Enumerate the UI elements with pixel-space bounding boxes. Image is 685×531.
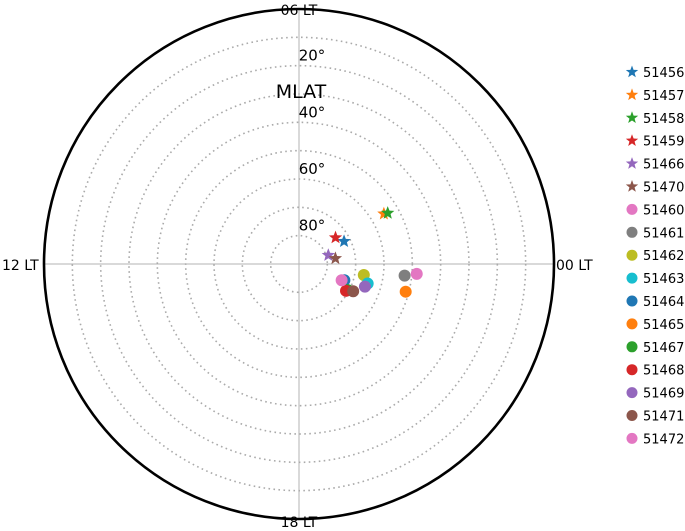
legend-label-51461: 51461 (643, 226, 684, 241)
data-points (321, 206, 423, 298)
legend-marker-51460 (626, 203, 638, 215)
legend-marker-51469 (626, 387, 638, 399)
legend-marker-51465 (626, 318, 638, 330)
legend-label-51465: 51465 (643, 318, 684, 333)
angular-label-18lt: 18 LT (281, 515, 318, 531)
angular-label-06lt: 06 LT (281, 3, 318, 19)
legend-label-51467: 51467 (643, 341, 684, 356)
angular-label-00lt: 00 LT (556, 258, 593, 274)
legend-marker-51467 (626, 341, 638, 353)
grid-circle (241, 206, 357, 322)
radial-tick-label: 40° (299, 103, 326, 121)
data-point-51459 (328, 230, 343, 244)
legend-label-51462: 51462 (643, 249, 684, 264)
data-point-51466 (321, 248, 335, 261)
angular-label-12lt: 12 LT (2, 258, 39, 274)
polar-grid (42, 7, 556, 521)
legend-marker-51458 (625, 111, 639, 124)
radial-tick-labels: 20° 40° 60° 80° (299, 47, 326, 235)
grid-circle (213, 178, 385, 350)
legend-label-51469: 51469 (643, 387, 684, 402)
legend-label-51468: 51468 (643, 364, 684, 379)
data-point-51465 (399, 285, 412, 298)
legend-label-51458: 51458 (643, 112, 684, 127)
legend-label-51459: 51459 (643, 135, 684, 150)
data-point-51460 (410, 267, 423, 280)
data-point-51469 (358, 280, 371, 293)
radial-axis-label: MLAT (276, 81, 327, 103)
legend: 51456 51457 51458 51459 51466 51470 51460 51461… (625, 65, 684, 447)
data-point-51471 (347, 285, 360, 298)
legend-marker-51468 (626, 364, 638, 376)
grid-circle (184, 149, 414, 379)
legend-label-51463: 51463 (643, 272, 684, 287)
legend-label-51471: 51471 (643, 410, 684, 425)
legend-marker-51470 (625, 180, 639, 192)
grid-circle (269, 234, 329, 294)
grid-circle (128, 93, 470, 435)
grid-circle (156, 121, 442, 407)
data-point-51461 (398, 269, 411, 282)
legend-marker-51456 (625, 65, 639, 78)
legend-label-51456: 51456 (643, 66, 684, 81)
radial-tick-label: 20° (299, 47, 326, 65)
legend-marker-51457 (625, 88, 639, 101)
data-point-51472 (335, 274, 348, 287)
data-point-51456 (337, 234, 351, 247)
radial-tick-label: 60° (299, 160, 326, 178)
grid-circle (71, 36, 527, 492)
legend-marker-51471 (626, 410, 638, 421)
legend-marker-51472 (626, 432, 638, 444)
legend-marker-51466 (625, 157, 639, 169)
outer-boundary-circle (42, 7, 556, 521)
legend-label-51464: 51464 (643, 295, 684, 310)
legend-label-51472: 51472 (643, 432, 684, 447)
legend-label-51457: 51457 (643, 89, 684, 104)
legend-marker-51459 (625, 134, 639, 146)
grid-circle (99, 64, 499, 464)
radial-tick-label: 80° (299, 217, 326, 235)
legend-label-51460: 51460 (643, 203, 684, 218)
legend-label-51470: 51470 (643, 181, 684, 196)
data-point-51458 (381, 206, 395, 219)
legend-marker-51464 (626, 295, 638, 307)
data-point-51470 (328, 251, 343, 265)
legend-marker-51463 (626, 272, 638, 284)
legend-marker-51462 (626, 249, 638, 261)
legend-marker-51461 (626, 226, 638, 238)
legend-label-51466: 51466 (643, 158, 684, 173)
